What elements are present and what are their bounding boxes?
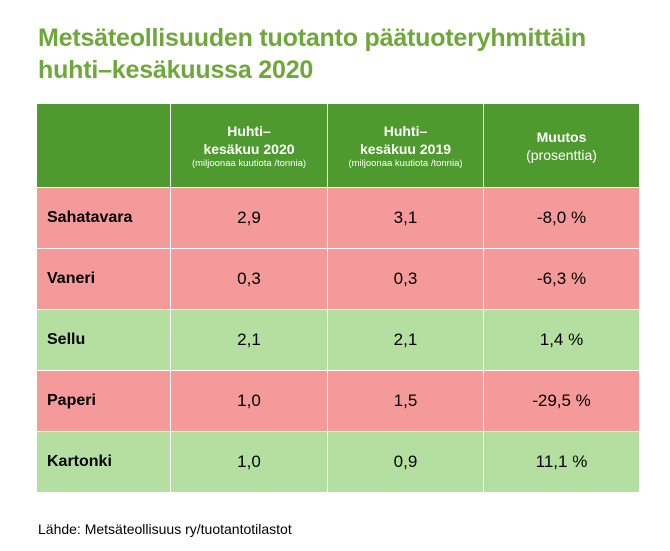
header-cell-2020: Huhti– kesäkuu 2020 (miljoonaa kuutiota …	[171, 104, 328, 188]
title-line-2: huhti–kesäkuussa 2020	[38, 56, 314, 84]
value-2020: 2,9	[171, 188, 328, 249]
row-label: Paperi	[37, 371, 171, 432]
value-2019: 2,1	[328, 310, 484, 371]
value-2020: 1,0	[171, 432, 328, 493]
value-change: -6,3 %	[484, 249, 639, 310]
table-row: Kartonki 1,0 0,9 11,1 %	[37, 432, 639, 493]
table-row: Sellu 2,1 2,1 1,4 %	[37, 310, 639, 371]
source-note: Lähde: Metsäteollisuus ry/tuotantotilast…	[38, 521, 292, 537]
title-line-1: Metsäteollisuuden tuotanto päätuoteryhmi…	[38, 24, 586, 52]
header-change-label: Muutos	[536, 128, 587, 145]
value-change: -29,5 %	[484, 371, 639, 432]
value-change: 11,1 %	[484, 432, 639, 493]
header-2020-unit: (miljoonaa kuutiota /tonnia)	[191, 157, 307, 169]
header-cell-product	[37, 104, 171, 188]
table-row: Paperi 1,0 1,5 -29,5 %	[37, 371, 639, 432]
row-label: Vaneri	[37, 249, 171, 310]
header-2020-label: Huhti– kesäkuu 2020	[203, 122, 295, 157]
header-2019-label: Huhti– kesäkuu 2019	[359, 122, 452, 157]
table-header-row: Huhti– kesäkuu 2020 (miljoonaa kuutiota …	[37, 104, 639, 188]
value-2019: 0,3	[328, 249, 484, 310]
value-change: -8,0 %	[484, 188, 639, 249]
value-2020: 2,1	[171, 310, 328, 371]
table-row: Vaneri 0,3 0,3 -6,3 %	[37, 249, 639, 310]
value-2020: 0,3	[171, 249, 328, 310]
row-label: Kartonki	[37, 432, 171, 493]
value-2019: 3,1	[328, 188, 484, 249]
header-cell-2019: Huhti– kesäkuu 2019 (miljoonaa kuutiota …	[328, 104, 484, 188]
header-2019-unit: (miljoonaa kuutiota /tonnia)	[348, 157, 463, 169]
value-2020: 1,0	[171, 371, 328, 432]
value-2019: 1,5	[328, 371, 484, 432]
value-2019: 0,9	[328, 432, 484, 493]
chart-title: Metsäteollisuuden tuotanto päätuoteryhmi…	[38, 22, 648, 86]
value-change: 1,4 %	[484, 310, 639, 371]
row-label: Sahatavara	[37, 188, 171, 249]
production-table: Huhti– kesäkuu 2020 (miljoonaa kuutiota …	[37, 104, 639, 496]
header-change-unit: (prosenttia)	[526, 146, 597, 163]
row-label: Sellu	[37, 310, 171, 371]
table-row: Sahatavara 2,9 3,1 -8,0 %	[37, 188, 639, 249]
header-cell-change: Muutos (prosenttia)	[484, 104, 639, 188]
